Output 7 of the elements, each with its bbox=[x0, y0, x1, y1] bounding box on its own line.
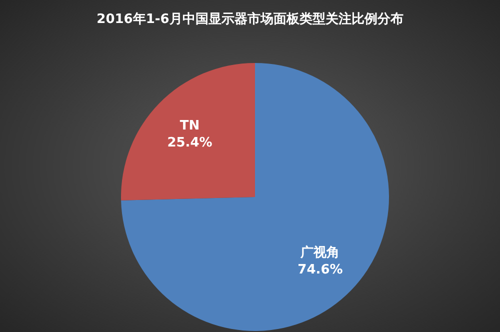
slice-label: 广视角 bbox=[300, 244, 340, 261]
chart-title: 2016年1-6月中国显示器市场面板类型关注比例分布 bbox=[96, 10, 404, 28]
pie-slice bbox=[121, 63, 255, 200]
data-label: 74.6% bbox=[298, 262, 343, 278]
data-label: 25.4% bbox=[167, 135, 212, 150]
pie-slice bbox=[121, 63, 389, 331]
slice-label: TN bbox=[180, 118, 200, 134]
